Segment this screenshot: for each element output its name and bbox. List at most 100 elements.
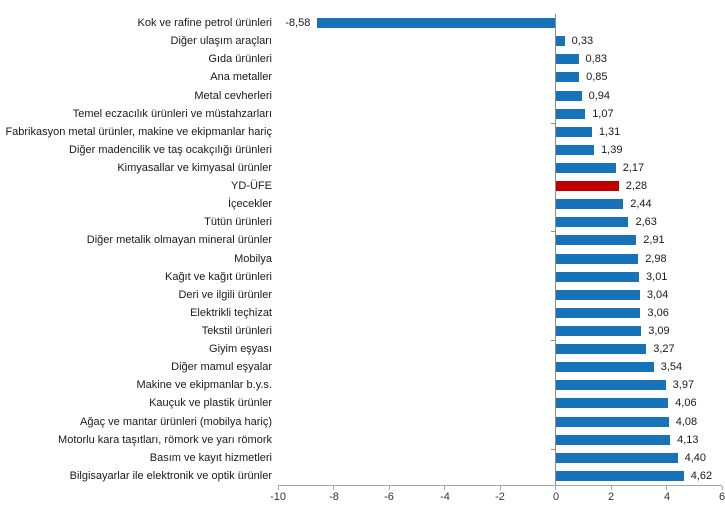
value-label: 4,06 [675, 397, 697, 410]
category-label: Gıda ürünleri [208, 53, 272, 66]
value-label: 3,97 [672, 379, 695, 392]
value-label: 4,08 [675, 415, 698, 428]
x-axis-tick [722, 486, 723, 490]
bar [555, 126, 592, 137]
bar [317, 18, 556, 29]
category-label: Elektrikli teçhizat [190, 306, 272, 319]
bar [555, 253, 639, 264]
value-label: 3,09 [648, 325, 670, 338]
category-label: Kauçuk ve plastik ürünler [149, 397, 272, 410]
bar [555, 344, 647, 355]
value-label: 2,98 [645, 252, 667, 265]
value-label: 3,06 [647, 306, 669, 319]
value-label: 0,94 [588, 89, 610, 102]
category-axis-tick [551, 449, 555, 450]
category-label: Makine ve ekipmanlar b.y.s. [136, 379, 272, 392]
bar [555, 307, 641, 318]
category-label: Diğer ulaşım araçları [170, 35, 272, 48]
x-axis-tick [666, 486, 667, 490]
bar [555, 452, 678, 463]
bar [555, 54, 579, 65]
category-label: Giyim eşyası [209, 343, 272, 356]
bar [555, 326, 642, 337]
x-axis-tick [500, 486, 501, 490]
x-axis-tick [333, 486, 334, 490]
value-label: 4,62 [690, 469, 713, 482]
value-label: 2,91 [643, 234, 665, 247]
value-label: 4,40 [684, 451, 707, 464]
x-axis-line [278, 485, 722, 486]
x-tick-label: -4 [440, 491, 450, 503]
x-tick-label: -2 [495, 491, 505, 503]
value-label: -8,58 [285, 17, 311, 30]
bar [555, 398, 669, 409]
category-label: Kok ve rafine petrol ürünleri [137, 17, 272, 30]
category-label: Metal cevherleri [194, 89, 272, 102]
bar [555, 271, 640, 282]
category-label: Kağıt ve kağıt ürünleri [164, 270, 272, 283]
value-label: 2,44 [630, 198, 652, 211]
value-label: 0,85 [586, 71, 608, 84]
x-axis-tick [555, 486, 556, 490]
bar [555, 90, 582, 101]
category-label: Diğer mamul eşyalar [171, 361, 272, 374]
value-label: 1,31 [598, 125, 621, 138]
category-label: Diğer madencilik ve taş ocakçılığı ürünl… [69, 143, 272, 156]
bar-highlighted-yd-ufe [555, 181, 619, 192]
category-label: Basım ve kayıt hizmetleri [149, 451, 272, 464]
value-label: 0,33 [571, 35, 594, 48]
bar [555, 144, 595, 155]
value-label: 3,54 [660, 361, 683, 374]
category-label: YD-ÜFE [231, 180, 272, 193]
bar [555, 235, 637, 246]
bar [555, 72, 580, 83]
x-tick-label: 6 [718, 491, 725, 503]
bar [555, 217, 629, 228]
value-label: 1,07 [592, 107, 614, 120]
category-label: Tekstil ürünleri [201, 325, 272, 338]
bar [555, 162, 616, 173]
value-label: 4,13 [677, 433, 699, 446]
category-label: Tütün ürünleri [204, 216, 272, 229]
category-label: Kimyasallar ve kimyasal ürünler [117, 161, 272, 174]
bar [555, 108, 586, 119]
category-label: Fabrikasyon metal ürünler, makine ve eki… [5, 125, 272, 138]
x-tick-label: -8 [329, 491, 339, 503]
bar [555, 434, 671, 445]
x-tick-label: 4 [663, 491, 671, 503]
value-label: 2,63 [635, 216, 657, 229]
x-tick-label: 2 [607, 491, 615, 503]
value-label: 3,27 [653, 343, 675, 356]
x-axis-tick [611, 486, 612, 490]
bar [555, 289, 640, 300]
category-label: İçecekler [227, 198, 272, 211]
category-label: Deri ve ilgili ürünler [178, 288, 272, 301]
bar [555, 380, 666, 391]
bar [555, 362, 654, 373]
bar [555, 199, 624, 210]
value-label: 3,04 [646, 288, 669, 301]
x-tick-label: 0 [552, 491, 560, 503]
x-tick-label: -6 [384, 491, 394, 503]
category-label: Bilgisayarlar ile elektronik ve optik ür… [69, 469, 272, 482]
x-axis-tick [278, 486, 279, 490]
x-axis-tick [389, 486, 390, 490]
bar [555, 416, 669, 427]
category-axis-tick [551, 231, 555, 232]
value-label: 2,17 [622, 161, 645, 174]
value-label: 3,01 [646, 270, 668, 283]
value-label: 2,28 [625, 180, 648, 193]
category-axis-tick [551, 340, 555, 341]
x-axis-tick [444, 486, 445, 490]
bar [555, 36, 565, 47]
category-label: Mobilya [234, 252, 272, 265]
x-tick-label: -10 [270, 491, 286, 503]
category-label: Diğer metalik olmayan mineral ürünler [86, 234, 272, 247]
zero-axis-line [555, 14, 556, 485]
value-label: 0,83 [585, 53, 607, 66]
category-label: Motorlu kara taşıtları, römork ve yarı r… [58, 433, 272, 446]
bar [555, 470, 684, 481]
category-label: Ağaç ve mantar ürünleri (mobilya hariç) [80, 415, 272, 428]
category-label: Ana metaller [210, 71, 272, 84]
